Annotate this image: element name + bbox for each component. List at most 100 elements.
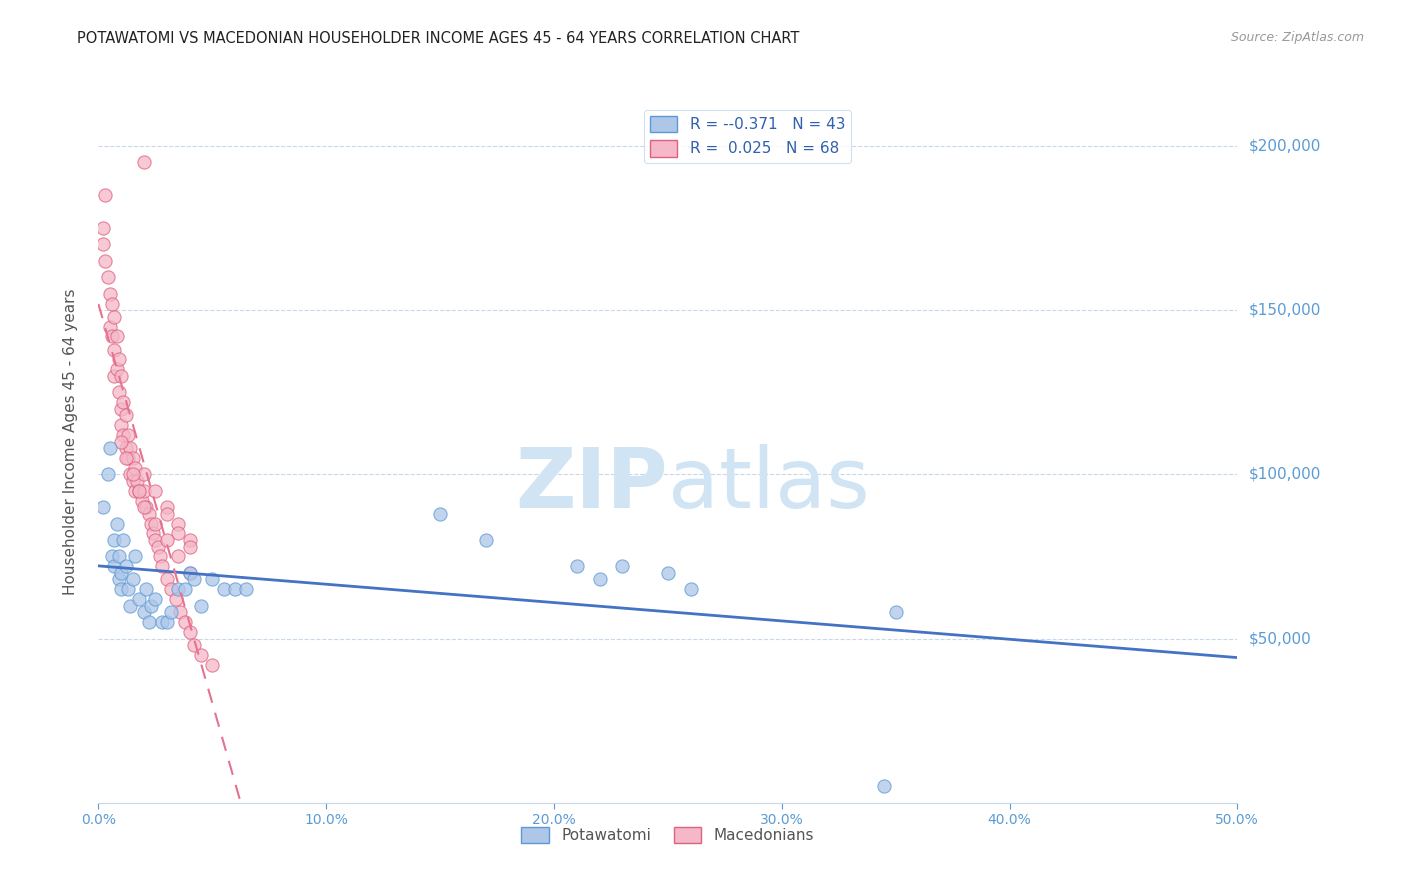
Point (132, 155, 155, 169)
Point (135, 582, 157, 597)
Point (108, 549, 131, 564)
Point (183, 638, 205, 652)
Point (139, 516, 162, 531)
Point (96, 467, 118, 482)
Point (110, 368, 132, 383)
Text: atlas: atlas (668, 444, 869, 525)
Point (884, 605, 907, 619)
Text: POTAWATOMI VS MACEDONIAN HOUSEHOLDER INCOME AGES 45 - 64 YEARS CORRELATION CHART: POTAWATOMI VS MACEDONIAN HOUSEHOLDER INC… (77, 31, 800, 46)
Point (135, 500, 157, 515)
Point (120, 441, 142, 455)
Point (657, 566, 679, 580)
Point (145, 533, 167, 547)
Point (120, 599, 142, 613)
Point (110, 418, 132, 433)
Legend: Potawatomi, Macedonians: Potawatomi, Macedonians (516, 821, 820, 849)
Point (101, 549, 124, 564)
Point (167, 526, 190, 541)
Point (121, 474, 143, 488)
Point (94, 188, 117, 202)
Text: $200,000: $200,000 (1249, 138, 1320, 153)
Point (105, 329, 128, 343)
Point (114, 450, 136, 465)
Point (132, 500, 155, 515)
Point (174, 582, 197, 597)
Point (124, 483, 146, 498)
Point (174, 615, 197, 630)
Point (103, 310, 125, 324)
Point (121, 467, 143, 482)
Point (474, 533, 496, 547)
Point (156, 573, 179, 587)
Point (110, 434, 132, 449)
Point (179, 533, 201, 547)
Point (112, 428, 135, 442)
Point (98, 441, 121, 455)
Point (103, 368, 125, 383)
Point (165, 592, 187, 607)
Point (429, 507, 451, 521)
Point (142, 526, 165, 541)
Point (132, 467, 155, 482)
Point (156, 615, 179, 630)
Point (94, 253, 117, 268)
Point (145, 483, 167, 498)
Point (612, 559, 634, 574)
Point (179, 566, 201, 580)
Point (128, 592, 150, 607)
Point (201, 573, 224, 587)
Point (110, 582, 132, 597)
Point (114, 409, 136, 423)
Point (131, 493, 153, 508)
Point (167, 516, 190, 531)
Point (114, 559, 136, 574)
Point (124, 549, 146, 564)
Point (112, 395, 135, 409)
Point (160, 582, 183, 597)
Point (873, 780, 896, 794)
Point (91, 500, 114, 515)
Text: ZIP: ZIP (516, 444, 668, 525)
Point (150, 559, 173, 574)
Text: Source: ZipAtlas.com: Source: ZipAtlas.com (1230, 31, 1364, 45)
Point (190, 648, 212, 662)
Point (98, 286, 121, 301)
Point (150, 615, 173, 630)
Point (145, 592, 167, 607)
Point (103, 559, 125, 574)
Point (128, 483, 150, 498)
Point (679, 582, 702, 597)
Point (124, 460, 146, 475)
Point (117, 582, 139, 597)
Text: $100,000: $100,000 (1249, 467, 1320, 482)
Point (91, 237, 114, 252)
Point (212, 582, 235, 597)
Point (96, 270, 118, 285)
Point (132, 483, 155, 498)
Point (138, 507, 160, 521)
Point (108, 385, 131, 400)
Point (117, 428, 139, 442)
Point (98, 319, 121, 334)
Point (105, 362, 128, 376)
Point (103, 533, 125, 547)
Point (128, 483, 150, 498)
Point (108, 352, 131, 367)
Point (183, 573, 205, 587)
Point (103, 343, 125, 357)
Point (117, 450, 139, 465)
Point (179, 566, 201, 580)
Point (120, 467, 142, 482)
Point (138, 615, 160, 630)
Point (167, 549, 190, 564)
Point (121, 573, 143, 587)
Point (169, 605, 191, 619)
Point (190, 599, 212, 613)
Point (101, 329, 124, 343)
Point (146, 540, 169, 554)
Point (91, 221, 114, 235)
Point (110, 401, 132, 416)
Point (112, 533, 135, 547)
Point (145, 516, 167, 531)
Point (156, 507, 179, 521)
